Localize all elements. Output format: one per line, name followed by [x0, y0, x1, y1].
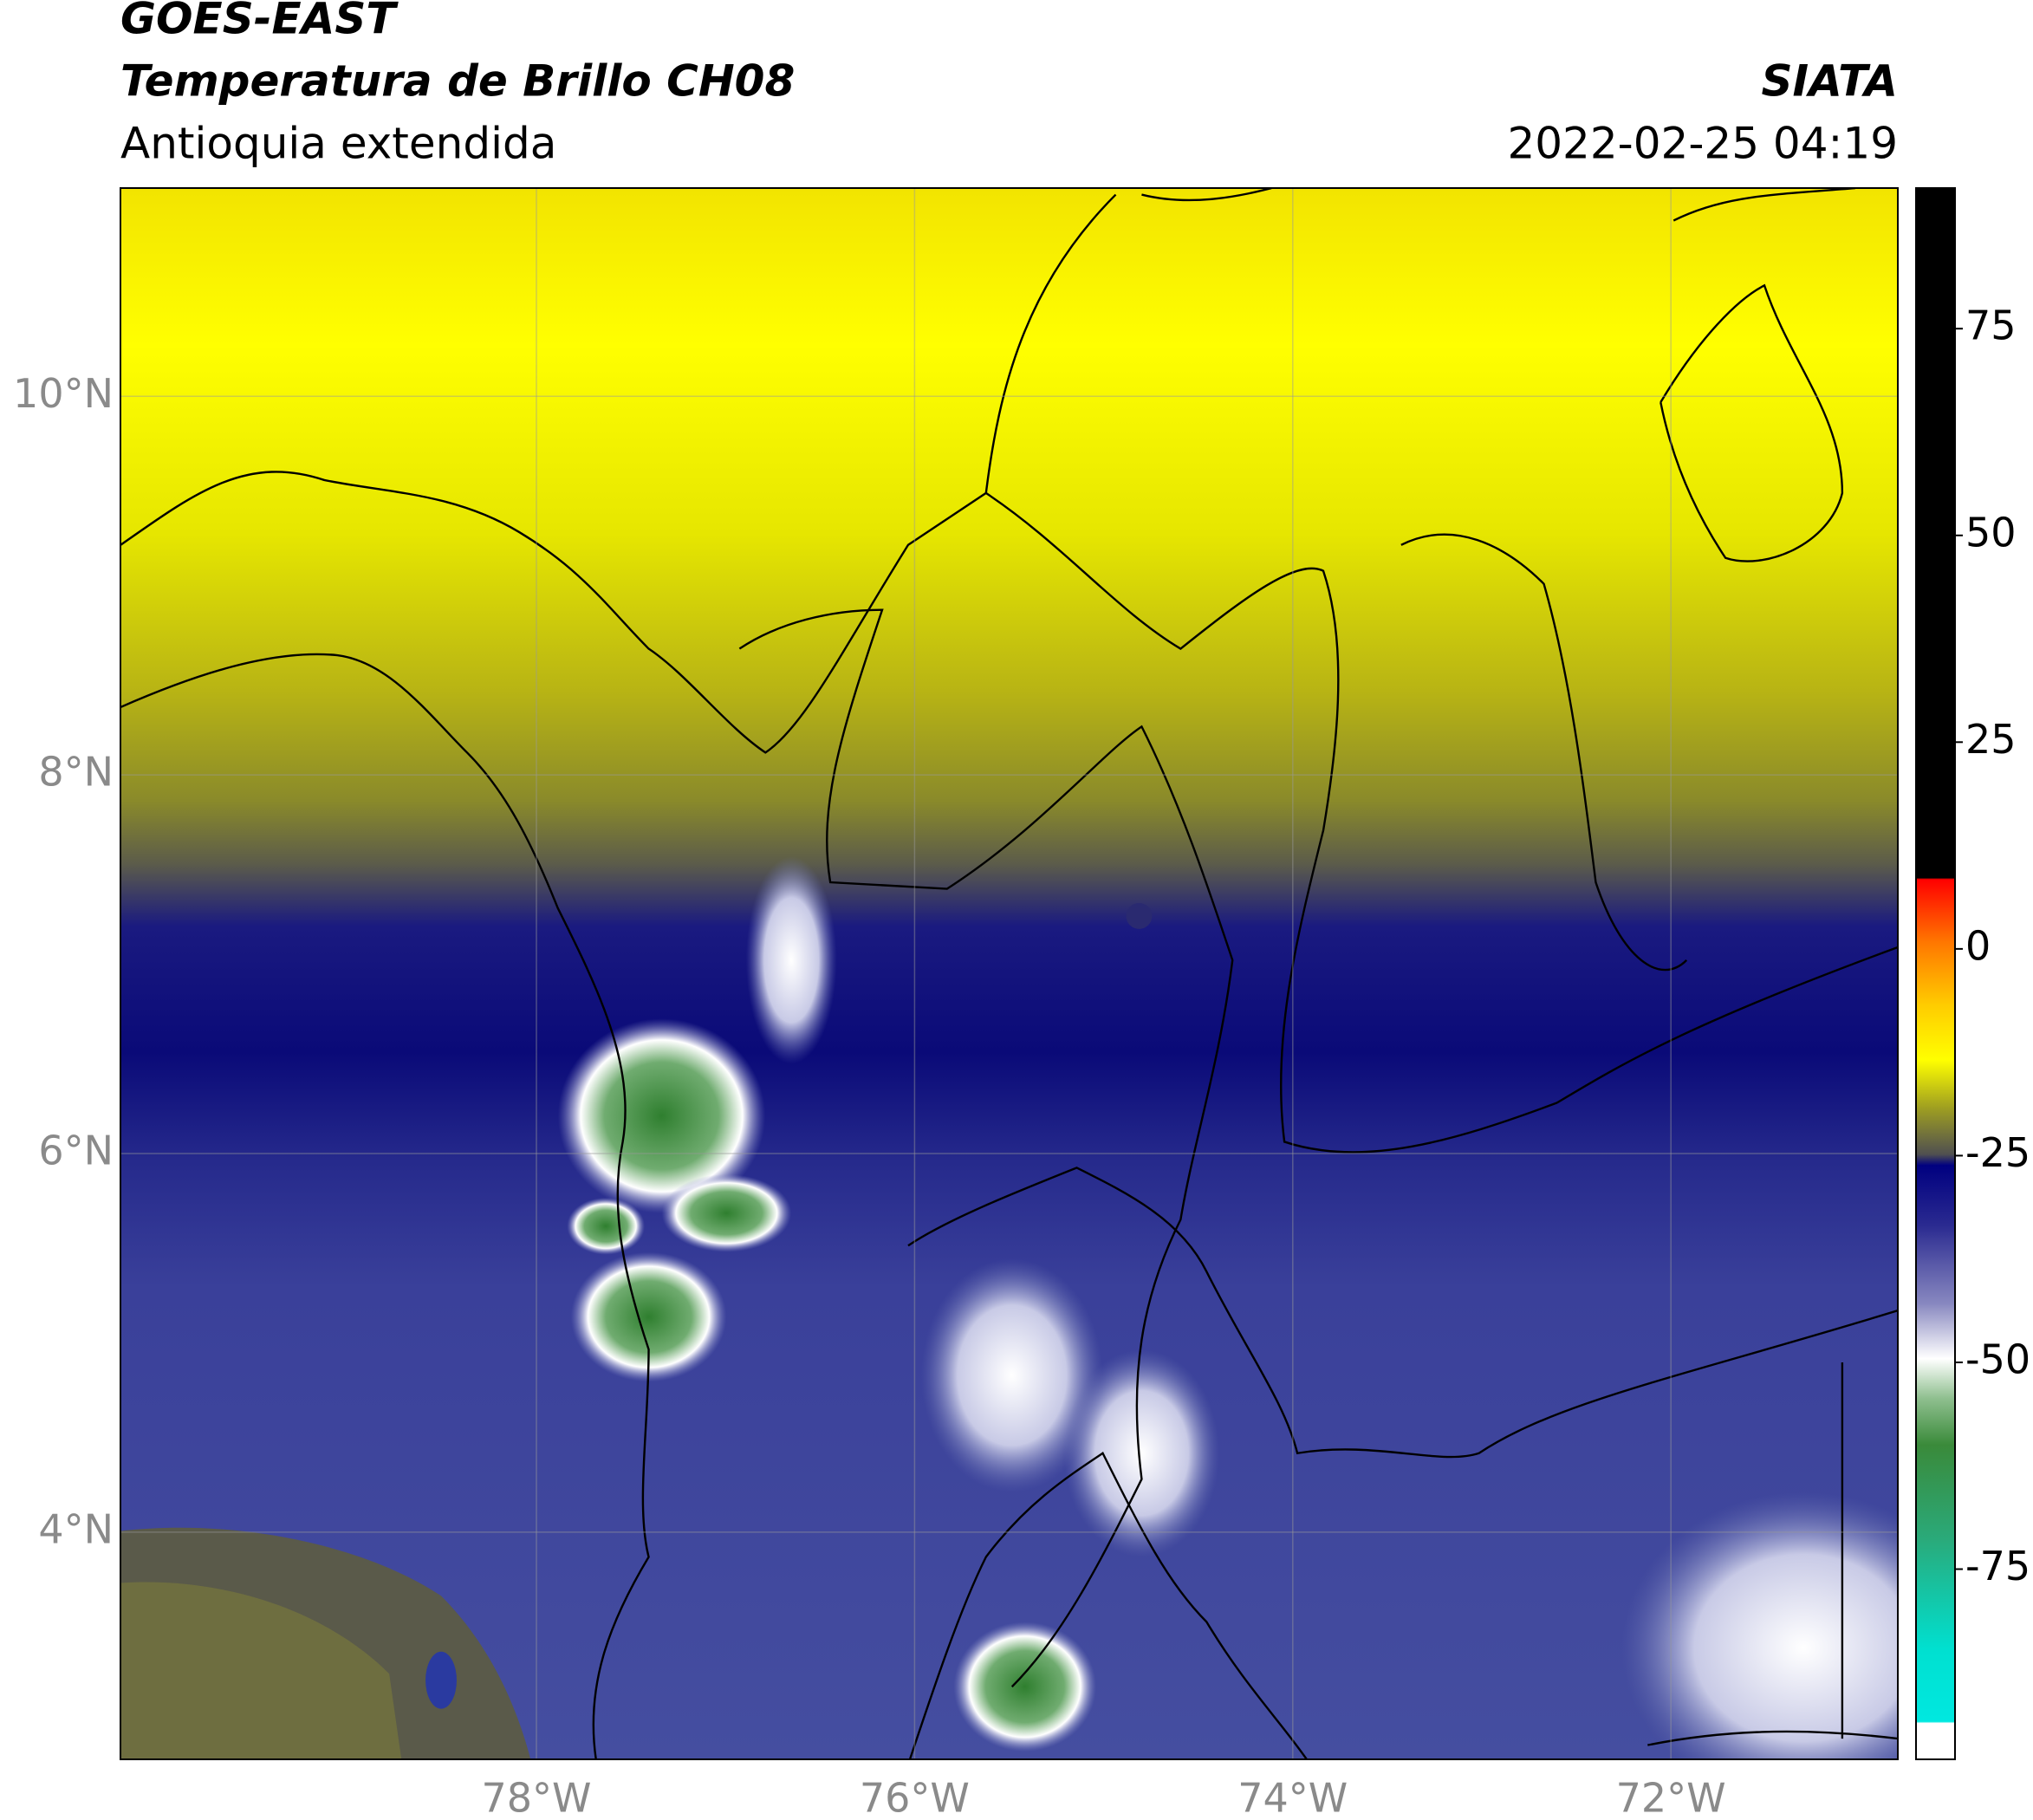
colorbar-tick-label: 25 [1965, 716, 2017, 763]
map-image [120, 188, 1898, 1759]
colorbar-tick-label: -50 [1965, 1336, 2030, 1382]
x-tick-label: 74°W [1237, 1775, 1348, 1820]
imagery [120, 856, 1898, 1759]
grid [120, 188, 1898, 1759]
colorbar-tick-label: 50 [1965, 509, 2017, 556]
colorbar-tick-label: -25 [1965, 1129, 2030, 1176]
x-tick-label: 76°W [860, 1775, 970, 1820]
y-tick-label: 6°N [38, 1128, 114, 1174]
coastlines [120, 188, 1898, 1759]
x-tick-label: 72°W [1616, 1775, 1726, 1820]
source: SIATA [1762, 56, 1898, 107]
colorbar-tick-label: 75 [1965, 302, 2017, 349]
colorbar-tick-label: 0 [1965, 922, 1991, 969]
map-frame [120, 187, 1899, 1760]
y-tick-label: 10°N [13, 370, 114, 417]
y-tick-label: 8°N [38, 749, 114, 796]
region: Antioquia extendida [120, 119, 556, 169]
title: GOES-EAST [120, 0, 399, 44]
x-tick-label: 78°W [482, 1775, 592, 1820]
colorbar-tick-label: -75 [1965, 1543, 2030, 1589]
date: 2022-02-25 04:19 [1507, 119, 1898, 169]
y-tick-label: 4°N [38, 1505, 114, 1552]
subtitle: Temperatura de Brillo CH08 [120, 56, 795, 107]
colorbar [1915, 187, 1956, 1760]
